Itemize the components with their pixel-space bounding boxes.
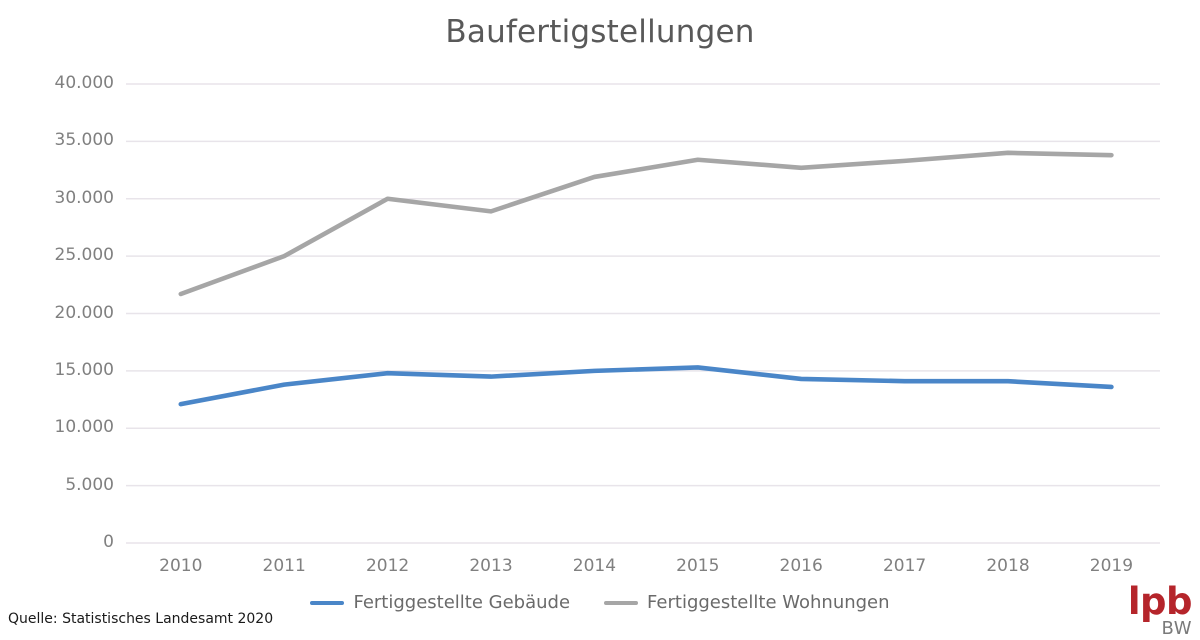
x-axis: 2010 2011 2012 2013 2014 2015 2016 2017 2018 2019 [0,556,1200,586]
gridlines [126,83,1160,544]
y-axis-tick-label: 40.000 [54,73,114,93]
x-axis-tick-label: 2015 [676,556,720,576]
legend-swatch-icon-wohnungen [604,600,639,605]
x-axis-tick-label: 2014 [572,556,617,576]
series-lines [178,150,1114,407]
chart-legend: Fertiggestellte Gebäude Fertiggestellte … [0,592,1200,613]
x-axis-tick-label: 2018 [986,556,1030,576]
chart-title: Baufertigstellungen [445,14,755,50]
logo-subtitle: BW [1161,618,1192,640]
y-axis-tick-label: 10.000 [54,417,114,438]
y-axis-tick-label: 20.000 [54,302,114,323]
y-axis-tick-label: 0 [103,532,114,552]
y-axis-tick-label: 30.000 [54,187,114,208]
x-axis-tick-label: 2011 [262,556,306,576]
series-line-gebaeude [178,365,1114,407]
y-axis-tick-label: 15.000 [54,359,114,380]
legend-swatch-icon-gebaeude [310,600,345,605]
x-axis-tick-label: 2017 [882,556,927,576]
y-axis-tick-label: 5.000 [65,474,114,495]
x-axis-tick-label: 2016 [779,556,823,576]
logo-wordmark: lpb [1127,580,1193,623]
legend-label-wohnungen: Fertiggestellte Wohnungen [647,592,890,613]
x-axis-tick-label: 2013 [469,556,513,576]
y-axis: 0 5.000 10.000 15.000 20.000 25.000 30.000 35.0… [30,0,114,640]
y-axis-tick-label: 35.000 [54,130,114,151]
lpb-bw-logo: lpb BW [1127,580,1193,640]
legend-label-gebaeude: Fertiggestellte Gebäude [353,592,571,613]
legend-item-wohnungen[interactable]: Fertiggestellte Wohnungen [604,592,890,613]
x-axis-tick-label: 2012 [365,556,410,576]
y-axis-tick-label: 25.000 [54,245,114,266]
legend-item-gebaeude[interactable]: Fertiggestellte Gebäude [310,592,570,613]
series-line-wohnungen [178,150,1114,297]
source-note: Quelle: Statistisches Landesamt 2020 [8,611,274,627]
x-axis-tick-label: 2019 [1089,556,1134,576]
x-axis-tick-label: 2010 [159,556,203,576]
